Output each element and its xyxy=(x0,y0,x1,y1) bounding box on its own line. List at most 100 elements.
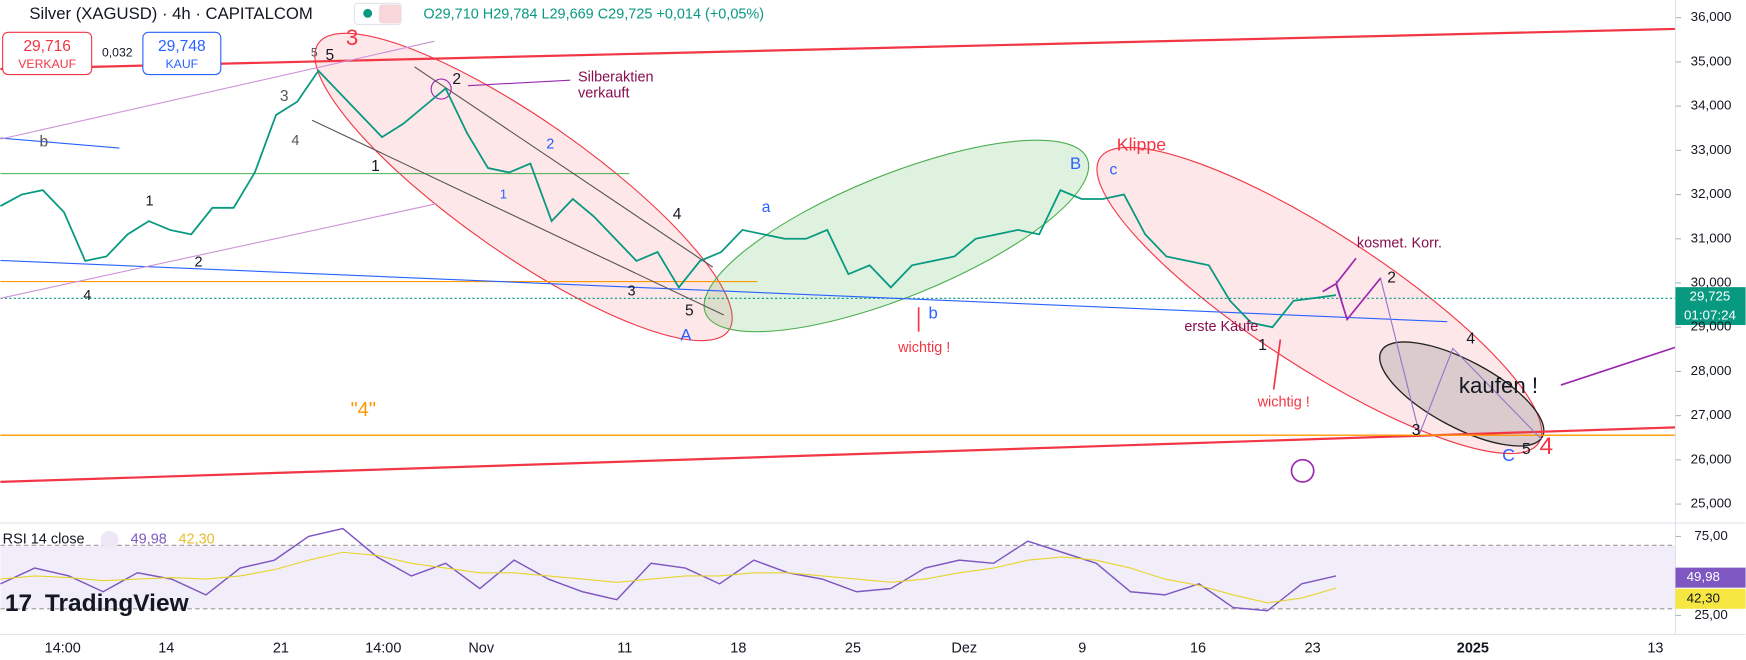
y-tick-label: 35,000 xyxy=(1691,53,1732,68)
x-tick-label: 13 xyxy=(1647,641,1663,657)
annotation: 4 xyxy=(83,288,91,304)
annotation: 2 xyxy=(546,137,554,153)
status-dot xyxy=(363,8,373,18)
annotation: erste Käufe xyxy=(1184,319,1258,335)
trend-line xyxy=(0,426,1676,484)
ma-last-box xyxy=(1675,588,1746,609)
annotation: wichtig ! xyxy=(897,340,950,356)
channel-ellipse xyxy=(314,32,733,342)
y-tick-label: 36,000 xyxy=(1691,9,1732,24)
x-tick-label: 16 xyxy=(1190,641,1206,657)
annotation: 4 xyxy=(291,133,299,149)
x-tick-label: Dez xyxy=(951,641,977,657)
annotation: C xyxy=(1502,445,1515,465)
trend-line xyxy=(0,203,437,299)
price-line xyxy=(0,527,1337,612)
rsi-legend-value: 49,98 xyxy=(131,532,167,548)
ma-legend-value: 42,30 xyxy=(178,532,214,548)
annotation: 2 xyxy=(1387,269,1396,286)
sell-price: 29,716 xyxy=(23,38,71,55)
annotation: 4 xyxy=(1540,433,1554,460)
annotation: c xyxy=(1110,161,1118,178)
x-tick-label: 21 xyxy=(273,641,289,657)
x-tick-label: 14 xyxy=(158,641,174,657)
y-tick-label: 25,000 xyxy=(1691,496,1732,511)
y-tick-label: 25,00 xyxy=(1694,607,1727,622)
alert-icon[interactable] xyxy=(1290,458,1315,483)
trend-line xyxy=(0,40,435,140)
sell-label: VERKAUF xyxy=(18,57,76,71)
trend-line xyxy=(0,27,1676,71)
ma-last: 42,30 xyxy=(1687,590,1720,605)
annotation: 3 xyxy=(346,25,358,50)
x-tick-label: 14:00 xyxy=(45,641,81,657)
rsi-last-box xyxy=(1675,567,1746,588)
x-tick-label: 18 xyxy=(730,641,746,657)
price-line xyxy=(0,69,1337,329)
wave-path xyxy=(1335,257,1357,285)
annotation: 1 xyxy=(371,158,380,175)
buy-label: KAUF xyxy=(166,57,199,71)
buy-button[interactable] xyxy=(142,31,222,76)
brand: TradingView xyxy=(45,590,190,617)
annotation: 5 xyxy=(326,47,335,64)
annotation: 5 xyxy=(1522,441,1531,458)
trend-line xyxy=(311,119,725,316)
annotation: 4 xyxy=(673,206,682,223)
x-tick-label: 25 xyxy=(845,641,861,657)
wave-path xyxy=(1322,277,1382,322)
annotation: b xyxy=(39,134,48,151)
annotation: 2 xyxy=(195,254,203,270)
x-tick-label: 23 xyxy=(1305,641,1321,657)
channel-ellipse xyxy=(703,139,1090,333)
spread: 0,032 xyxy=(102,46,133,60)
annotation: 1 xyxy=(500,186,507,201)
annotation: "4" xyxy=(351,399,376,421)
annotation: Silberaktien xyxy=(578,70,654,86)
sell-button[interactable] xyxy=(2,31,93,76)
y-tick-label: 33,000 xyxy=(1691,142,1732,157)
target-ellipse xyxy=(1379,341,1545,447)
ohlc: O29,710 H29,784 L29,669 C29,725 +0,014 (… xyxy=(423,6,764,22)
callout-line xyxy=(467,79,571,87)
status-icon xyxy=(378,4,402,24)
price-line xyxy=(0,551,1337,604)
y-tick-label: 28,000 xyxy=(1691,363,1732,378)
countdown: 01:07:24 xyxy=(1684,308,1737,323)
brand-logo: 17 xyxy=(5,590,32,617)
y-tick-label: 31,000 xyxy=(1691,230,1732,245)
y-tick-label: 27,000 xyxy=(1691,407,1732,422)
annotation: 5 xyxy=(685,303,694,320)
rsi-icon[interactable] xyxy=(100,530,119,549)
buy-price: 29,748 xyxy=(158,38,206,55)
annotation: 1 xyxy=(146,193,154,209)
annotation: B xyxy=(1070,154,1081,173)
trend-line xyxy=(0,259,1448,323)
trend-line xyxy=(0,137,120,149)
annotation: kaufen ! xyxy=(1459,373,1538,398)
annotation: 4 xyxy=(1466,331,1475,348)
y-tick-label: 32,000 xyxy=(1691,186,1732,201)
annotation: 3 xyxy=(280,88,289,105)
rsi-last: 49,98 xyxy=(1687,569,1720,584)
trend-line xyxy=(1560,346,1676,386)
y-tick-label: 30,000 xyxy=(1691,275,1732,290)
annotation: 5 xyxy=(311,46,318,60)
annotation: b xyxy=(928,303,937,322)
chart-title: Silver (XAGUSD) · 4h · CAPITALCOM xyxy=(29,4,312,23)
last-price-box xyxy=(1675,287,1746,325)
rsi-title: RSI 14 close xyxy=(3,532,85,548)
trend-line xyxy=(414,66,714,268)
annotation: 3 xyxy=(1412,422,1421,439)
annotation: wichtig ! xyxy=(1257,395,1310,411)
y-tick-label: 75,00 xyxy=(1694,528,1727,543)
x-tick-label: Nov xyxy=(468,641,494,657)
annotation: verkauft xyxy=(578,85,629,101)
channel-ellipse xyxy=(1096,146,1543,455)
x-tick-label: 14:00 xyxy=(365,641,401,657)
annotation: 2 xyxy=(452,71,461,88)
y-tick-label: 26,000 xyxy=(1691,451,1732,466)
annotation: 1 xyxy=(1258,337,1267,354)
y-tick-label: 29,000 xyxy=(1691,319,1732,334)
